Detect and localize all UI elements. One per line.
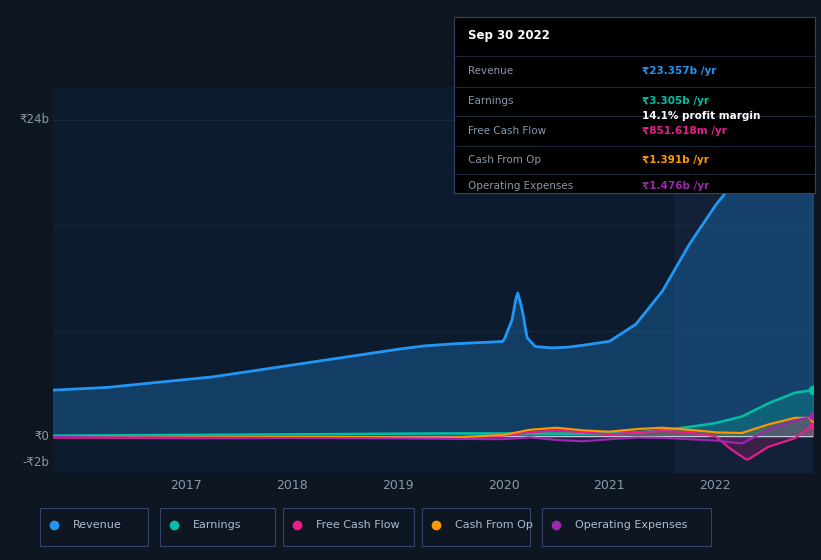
Text: Earnings: Earnings	[193, 520, 241, 530]
Text: 14.1% profit margin: 14.1% profit margin	[642, 110, 760, 120]
Text: Revenue: Revenue	[73, 520, 122, 530]
Text: ₹3.305b /yr: ₹3.305b /yr	[642, 96, 709, 106]
Text: ₹0: ₹0	[34, 430, 49, 443]
Text: Operating Expenses: Operating Expenses	[575, 520, 687, 530]
Text: ₹24b: ₹24b	[20, 113, 49, 126]
Text: Free Cash Flow: Free Cash Flow	[316, 520, 400, 530]
Text: Free Cash Flow: Free Cash Flow	[469, 127, 547, 137]
Text: ₹851.618m /yr: ₹851.618m /yr	[642, 127, 727, 137]
Text: Revenue: Revenue	[469, 67, 514, 77]
Text: ₹1.391b /yr: ₹1.391b /yr	[642, 155, 709, 165]
Text: ₹1.476b /yr: ₹1.476b /yr	[642, 181, 709, 191]
Bar	[675, 87, 813, 473]
Text: -₹2b: -₹2b	[23, 456, 49, 469]
Text: Earnings: Earnings	[469, 96, 514, 106]
Text: Sep 30 2022: Sep 30 2022	[469, 29, 550, 42]
Text: Operating Expenses: Operating Expenses	[469, 181, 574, 191]
Text: ₹23.357b /yr: ₹23.357b /yr	[642, 67, 716, 77]
Text: Cash From Op: Cash From Op	[469, 155, 542, 165]
Text: Cash From Op: Cash From Op	[456, 520, 533, 530]
